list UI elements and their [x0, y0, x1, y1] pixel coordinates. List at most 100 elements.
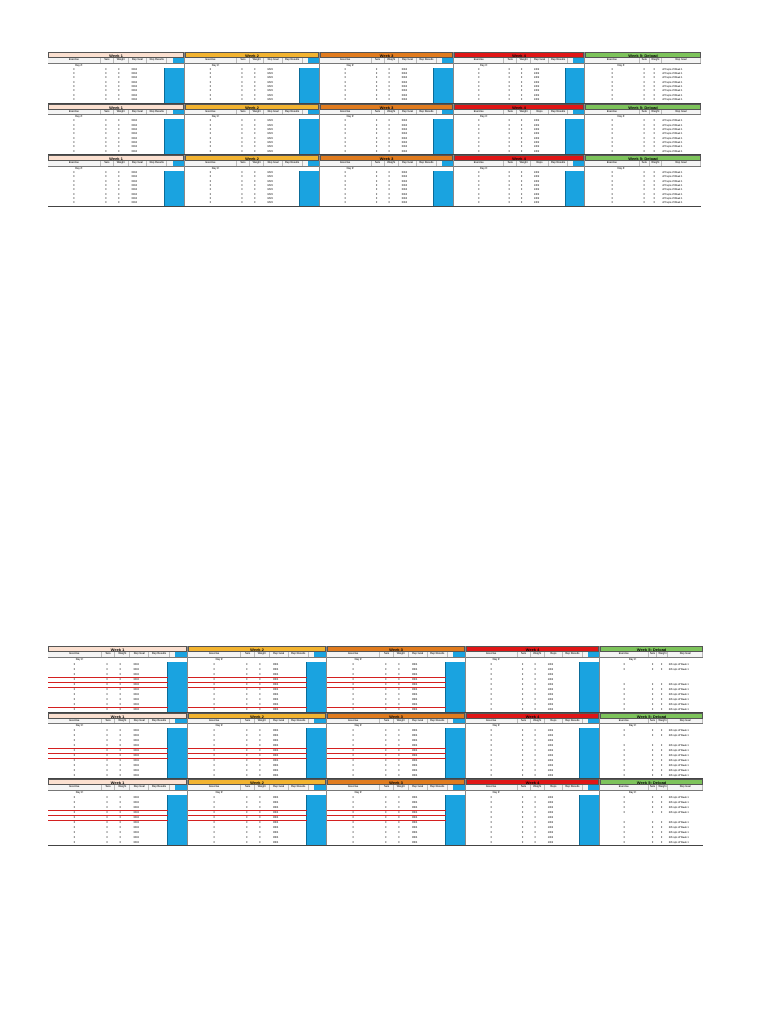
exercise-cell[interactable]: 0 — [478, 188, 480, 192]
rep-goal-cell[interactable]: 0/0/4 — [133, 744, 139, 747]
exercise-cell[interactable]: 0 — [611, 183, 613, 187]
weight-cell[interactable]: 0 — [119, 692, 121, 696]
exercise-cell[interactable]: 0 — [352, 774, 354, 777]
weight-cell[interactable]: 0 — [398, 769, 400, 772]
weight-cell[interactable]: 0 — [259, 815, 261, 819]
sets-cell[interactable]: 0 — [241, 71, 243, 75]
sets-cell[interactable]: 0 — [384, 707, 387, 711]
exercise-cell[interactable]: 0 — [611, 119, 613, 123]
exercise-cell[interactable]: 0 — [73, 71, 75, 75]
sets-cell[interactable]: 0 — [521, 769, 524, 772]
rep-goal-cell[interactable]: 2/3 reps of Week 1 — [668, 764, 689, 767]
weight-cell[interactable]: 0 — [398, 810, 400, 814]
exercise-cell[interactable]: 0 — [623, 744, 625, 747]
weight-cell[interactable]: 0 — [253, 132, 256, 136]
exercise-cell[interactable]: 0 — [209, 145, 212, 149]
exercise-cell[interactable]: 0 — [73, 136, 75, 140]
weight-cell[interactable]: 0 — [534, 744, 536, 747]
weight-cell[interactable]: 0 — [520, 127, 523, 131]
exercise-cell[interactable]: 0 — [611, 132, 613, 136]
exercise-cell[interactable]: 0 — [623, 835, 625, 839]
exercise-cell[interactable]: 0 — [478, 123, 480, 127]
rep-goal-cell[interactable]: 2/3 reps of Week 1 — [662, 188, 683, 192]
exercise-cell[interactable]: 0 — [73, 141, 75, 145]
sets-cell[interactable]: 0 — [384, 764, 387, 767]
sets-cell[interactable]: 0 — [508, 119, 510, 123]
rep-goal-cell[interactable]: 0/0/4 — [411, 744, 418, 747]
rep-goal-cell[interactable]: 1/0/2 — [533, 179, 540, 183]
sets-cell[interactable]: 0 — [375, 132, 378, 136]
rep-goal-cell[interactable]: 0/0/4 — [267, 201, 273, 205]
sets-cell[interactable]: 0 — [651, 734, 654, 737]
exercise-cell[interactable]: 0 — [213, 759, 215, 762]
rep-goal-cell[interactable]: 0/0/4 — [401, 76, 408, 80]
weight-cell[interactable]: 0 — [118, 197, 120, 201]
sets-cell[interactable]: 0 — [521, 800, 524, 804]
weight-cell[interactable]: 0 — [388, 85, 390, 89]
weight-cell[interactable]: 0 — [520, 85, 523, 89]
sets-cell[interactable]: 0 — [245, 677, 248, 681]
weight-cell[interactable]: 0 — [388, 127, 390, 131]
rep-goal-cell[interactable]: 0/0/4 — [272, 810, 279, 814]
weight-cell[interactable]: 0 — [253, 123, 256, 127]
rep-goal-cell[interactable]: 1/0/2 — [533, 85, 540, 89]
rep-goal-cell[interactable]: 2/3 reps of Week 1 — [662, 145, 683, 149]
weight-cell[interactable]: 0 — [118, 141, 120, 145]
rep-goal-cell[interactable]: 2/3 reps of Week 1 — [662, 71, 683, 75]
rep-goal-cell[interactable]: 2/3 reps of Week 1 — [668, 840, 689, 844]
weight-cell[interactable]: 0 — [653, 175, 655, 179]
exercise-cell[interactable]: 0 — [478, 197, 480, 201]
weight-cell[interactable]: 0 — [118, 145, 120, 149]
weight-cell[interactable]: 0 — [253, 80, 256, 84]
exercise-cell[interactable]: 0 — [344, 132, 346, 136]
weight-cell[interactable]: 0 — [119, 667, 121, 671]
weight-cell[interactable]: 0 — [118, 123, 120, 127]
exercise-cell[interactable]: 0 — [73, 175, 75, 179]
exercise-cell[interactable]: 0 — [478, 67, 480, 71]
exercise-cell[interactable]: 0 — [623, 800, 625, 804]
rep-goal-cell[interactable]: 0/0/4 — [272, 820, 279, 824]
sets-cell[interactable]: 0 — [241, 192, 243, 196]
exercise-cell[interactable]: 0 — [213, 774, 215, 777]
sets-cell[interactable]: 0 — [508, 98, 510, 102]
weight-cell[interactable]: 0 — [660, 749, 663, 752]
sets-cell[interactable]: 0 — [508, 136, 510, 140]
rep-goal-cell[interactable]: 2/3 reps of Week 1 — [668, 795, 689, 799]
rep-results-column[interactable] — [163, 119, 184, 155]
sets-cell[interactable]: 0 — [241, 183, 243, 187]
rep-goal-cell[interactable]: 0/0/4 — [131, 76, 137, 80]
exercise-cell[interactable]: 0 — [490, 734, 492, 737]
exercise-cell[interactable]: 0 — [73, 687, 76, 691]
rep-goal-cell[interactable]: 2/3 reps of Week 1 — [668, 835, 689, 839]
exercise-cell[interactable]: 0 — [344, 98, 346, 102]
sets-cell[interactable]: 0 — [384, 672, 387, 676]
sets-cell[interactable]: 0 — [643, 197, 645, 201]
exercise-cell[interactable]: 0 — [490, 677, 492, 681]
sets-cell[interactable]: 0 — [508, 80, 510, 84]
sets-cell[interactable]: 0 — [241, 89, 243, 93]
exercise-cell[interactable]: 0 — [352, 759, 354, 762]
exercise-cell[interactable]: 0 — [73, 769, 76, 772]
weight-cell[interactable]: 0 — [660, 764, 663, 767]
rep-goal-cell[interactable]: 0/0/4 — [131, 85, 137, 89]
rep-goal-cell[interactable]: 0/0/4 — [133, 830, 139, 834]
exercise-cell[interactable]: 0 — [490, 759, 492, 762]
sets-cell[interactable]: 0 — [245, 800, 248, 804]
exercise-cell[interactable]: 0 — [73, 800, 76, 804]
exercise-cell[interactable]: 0 — [209, 123, 212, 127]
sets-cell[interactable]: 0 — [105, 85, 107, 89]
sets-cell[interactable]: 0 — [245, 825, 248, 829]
rep-goal-cell[interactable]: 1/0/2 — [547, 697, 554, 701]
weight-cell[interactable]: 0 — [534, 805, 536, 809]
sets-cell[interactable]: 0 — [245, 662, 248, 666]
rep-results-column[interactable] — [166, 794, 187, 845]
sets-cell[interactable]: 0 — [106, 830, 108, 834]
weight-cell[interactable]: 0 — [259, 810, 261, 814]
sets-cell[interactable]: 0 — [651, 764, 654, 767]
exercise-cell[interactable]: 0 — [73, 820, 76, 824]
exercise-cell[interactable]: 0 — [490, 825, 492, 829]
weight-cell[interactable]: 0 — [398, 749, 400, 752]
exercise-cell[interactable]: 0 — [478, 85, 480, 89]
exercise-cell[interactable]: 0 — [611, 136, 613, 140]
sets-cell[interactable]: 0 — [105, 93, 107, 97]
